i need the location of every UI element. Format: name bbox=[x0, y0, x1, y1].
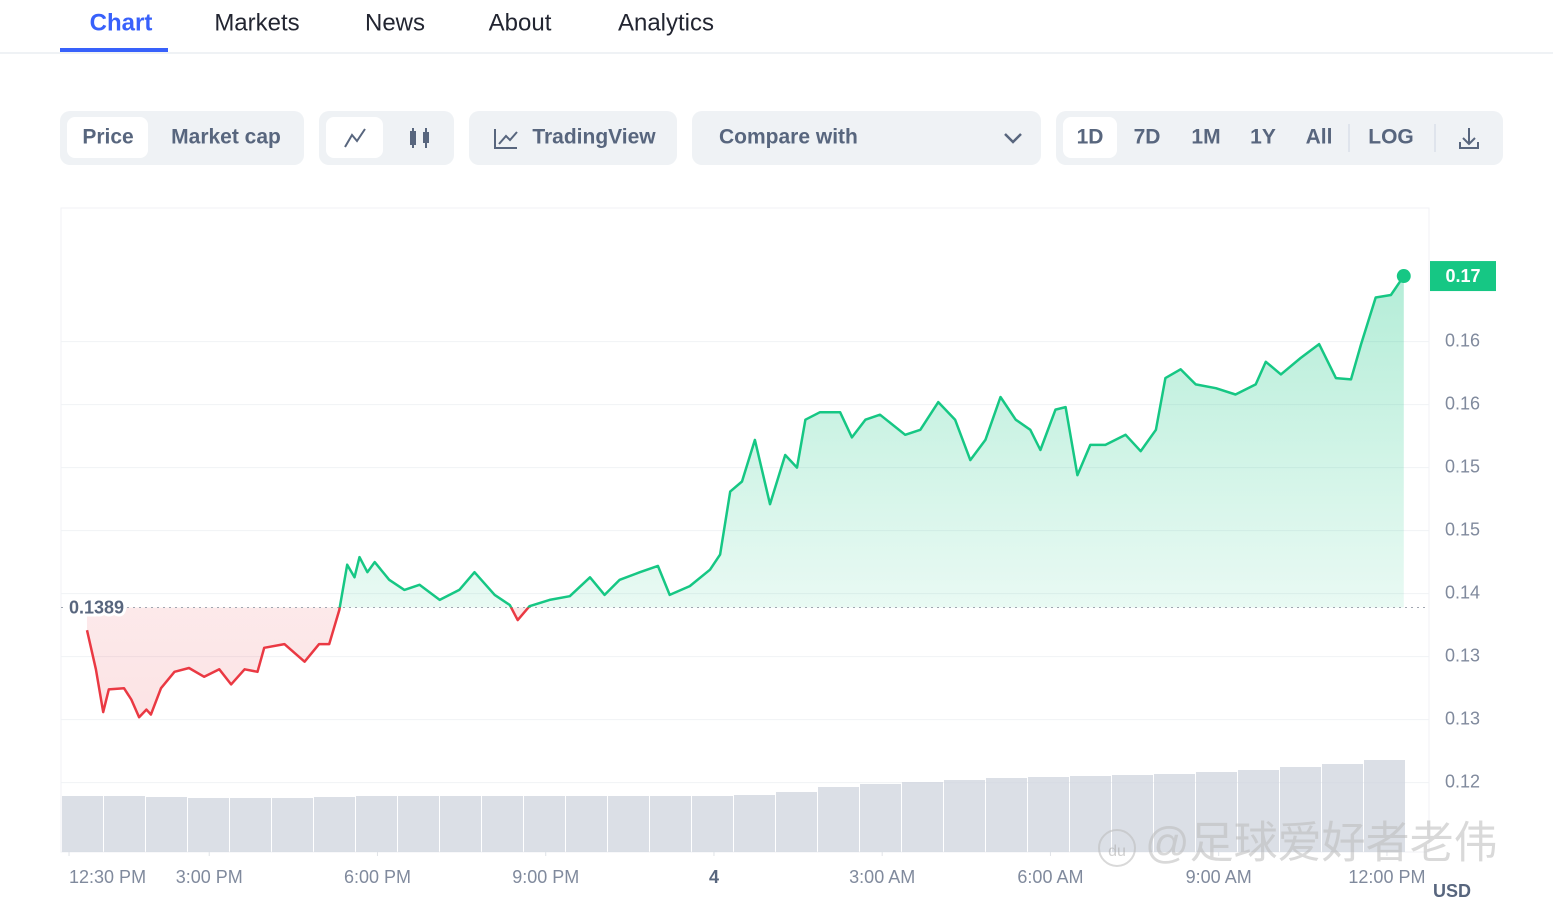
volume-bar bbox=[398, 796, 439, 852]
volume-bar bbox=[146, 797, 187, 852]
tv-icon bbox=[494, 129, 518, 149]
volume-bar bbox=[1070, 776, 1111, 852]
price-badge-label: 0.17 bbox=[1445, 266, 1480, 286]
line-icon bbox=[344, 128, 366, 148]
nav: Chart Markets News About Analytics bbox=[0, 9, 1553, 54]
tab[interactable]: About bbox=[489, 9, 552, 36]
price-line-down bbox=[85, 607, 531, 719]
y-tick-label: 0.14 bbox=[1445, 582, 1480, 602]
volume-bar bbox=[986, 778, 1027, 852]
button[interactable]: 1M bbox=[1191, 126, 1220, 149]
button[interactable]: 1D bbox=[1077, 126, 1104, 149]
button[interactable]: All bbox=[1306, 126, 1333, 149]
volume-bar bbox=[482, 796, 523, 852]
watermark-text: @足球爱好者老伟 bbox=[1145, 819, 1498, 868]
volume-bar bbox=[272, 798, 313, 852]
price-badge bbox=[1430, 261, 1496, 292]
y-tick-label: 0.12 bbox=[1445, 771, 1480, 791]
candle-icon[interactable] bbox=[410, 128, 429, 148]
tab[interactable]: News bbox=[365, 9, 425, 36]
area-down bbox=[86, 607, 1404, 718]
volume-bar bbox=[1028, 777, 1069, 852]
button-active[interactable] bbox=[1063, 117, 1117, 158]
tab[interactable]: Chart bbox=[90, 9, 153, 36]
y-tick-label: 0.13 bbox=[1445, 708, 1480, 728]
volume-bar bbox=[902, 782, 943, 852]
x-tick-label: 3:00 AM bbox=[849, 867, 915, 887]
volume-bar bbox=[230, 798, 271, 852]
x-tick-label: 9:00 AM bbox=[1186, 867, 1252, 887]
button[interactable]: LOG bbox=[1368, 126, 1414, 149]
y-tick-label: 0.16 bbox=[1445, 393, 1480, 413]
volume-bar bbox=[1280, 767, 1321, 852]
tab-underline bbox=[60, 48, 168, 52]
volume-bar bbox=[62, 796, 103, 852]
volume-bar bbox=[314, 797, 355, 852]
x-tick-label: 6:00 AM bbox=[1017, 867, 1083, 887]
plot: 0.12 0.13 0.13 0.14 0.15 0.15 0.16 0.16 12:30 PM… bbox=[61, 269, 1480, 887]
y-tick-label: 0.15 bbox=[1445, 456, 1480, 476]
tradingview-button[interactable] bbox=[469, 111, 677, 165]
button[interactable]: TradingView bbox=[532, 126, 656, 149]
volume-bar bbox=[566, 796, 607, 852]
button-group bbox=[1056, 111, 1503, 165]
x-tick-label: 3:00 PM bbox=[176, 867, 243, 887]
volume-bar bbox=[440, 796, 481, 852]
tab[interactable]: Markets bbox=[214, 9, 299, 36]
button[interactable]: 7D bbox=[1134, 126, 1161, 149]
last-point bbox=[1396, 269, 1411, 284]
x-tick-label: 12:00 PM bbox=[1348, 867, 1425, 887]
compare-select[interactable] bbox=[692, 111, 1041, 165]
chevron bbox=[1004, 133, 1022, 144]
button[interactable]: Market cap bbox=[171, 126, 281, 149]
volume-bar bbox=[944, 780, 985, 852]
volume-bar bbox=[1154, 774, 1195, 852]
volume-bar bbox=[356, 796, 397, 852]
watermark: du @足球爱好者老伟 bbox=[1098, 819, 1498, 868]
x-tick-label: 12:30 PM bbox=[69, 867, 146, 887]
x-tick-label: 9:00 PM bbox=[512, 867, 579, 887]
select-label[interactable]: Compare with bbox=[719, 126, 858, 149]
download-icon[interactable] bbox=[1459, 128, 1479, 149]
area-up bbox=[339, 276, 1404, 608]
button-active[interactable] bbox=[67, 117, 148, 158]
volume-bar bbox=[1322, 764, 1363, 852]
price-line-up bbox=[338, 275, 1405, 608]
toolbar: Price Market cap TradingView Compare wit… bbox=[60, 111, 1503, 165]
volume-bar bbox=[734, 795, 775, 852]
y-tick-label: 0.15 bbox=[1445, 519, 1480, 539]
volume-bar bbox=[1238, 770, 1279, 852]
volume-bar bbox=[776, 792, 817, 852]
volume-bar bbox=[650, 796, 691, 852]
button[interactable]: Price bbox=[82, 126, 133, 149]
x-tick-label: 6:00 PM bbox=[344, 867, 411, 887]
volume-bar bbox=[860, 784, 901, 852]
watermark-logo bbox=[1098, 829, 1136, 867]
y-tick-label: 0.16 bbox=[1445, 330, 1480, 350]
volume-bar bbox=[1364, 760, 1405, 852]
reference-label: 0.1389 bbox=[69, 597, 124, 617]
volume-bar bbox=[818, 787, 859, 852]
volume-bar bbox=[608, 796, 649, 852]
x-tick-label: 4 bbox=[709, 867, 719, 887]
button[interactable]: 1Y bbox=[1250, 126, 1276, 149]
volume-bar bbox=[104, 796, 145, 852]
volume-bar bbox=[692, 796, 733, 852]
tab[interactable]: Analytics bbox=[618, 9, 714, 36]
volume-bar bbox=[524, 796, 565, 852]
watermark-logo-text: du bbox=[1108, 843, 1126, 860]
volume-bar bbox=[1196, 772, 1237, 852]
currency-label: USD bbox=[1433, 881, 1471, 901]
y-tick-label: 0.13 bbox=[1445, 645, 1480, 665]
volume-bar bbox=[188, 798, 229, 852]
